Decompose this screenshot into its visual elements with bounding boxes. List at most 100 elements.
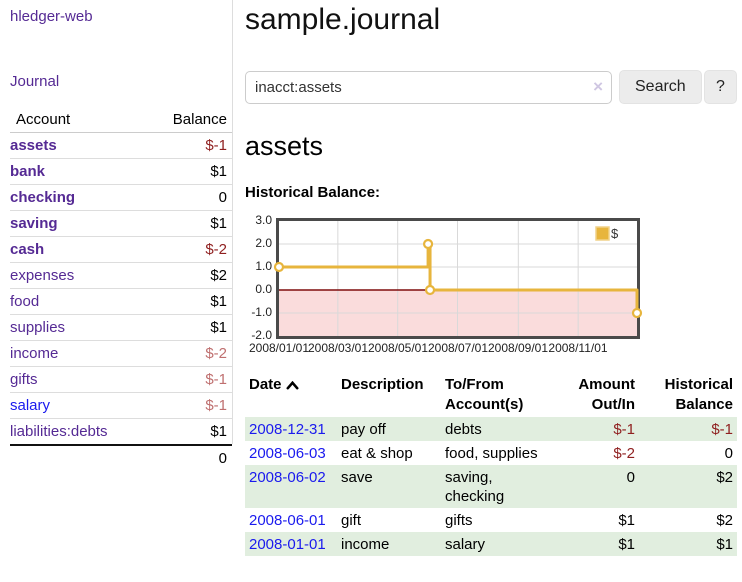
search-button[interactable]: Search bbox=[619, 70, 702, 104]
register-header-date[interactable]: Date bbox=[245, 373, 337, 417]
sidebar: hledger-web Journal Account Balance asse… bbox=[0, 0, 233, 471]
account-link-liabilities-debts[interactable]: liabilities:debts bbox=[10, 423, 108, 440]
transaction-accounts: food, supplies bbox=[445, 445, 538, 462]
account-balance: $2 bbox=[210, 267, 227, 284]
transaction-description: income bbox=[341, 536, 390, 553]
transaction-amount: $1 bbox=[618, 536, 635, 553]
account-link-supplies[interactable]: supplies bbox=[10, 319, 66, 336]
historical-balance-chart: 3.0 2.0 1.0 0.0 -1.0 -2.0 $ 2008/01/01 2008/03… bbox=[245, 210, 737, 360]
transaction-date-link[interactable]: 2008-06-03 bbox=[249, 445, 326, 462]
account-link-cash[interactable]: cash bbox=[10, 241, 45, 258]
transaction-accounts: gifts bbox=[445, 512, 473, 529]
y-tick-label: -2.0 bbox=[251, 328, 272, 342]
account-balance: $-1 bbox=[205, 397, 227, 414]
sidebar-nav: Journal bbox=[10, 72, 232, 92]
transaction-date-link[interactable]: 2008-12-31 bbox=[249, 421, 326, 438]
transaction-date-link[interactable]: 2008-06-01 bbox=[249, 512, 326, 529]
chart-title: Historical Balance: bbox=[245, 184, 381, 201]
clear-search-icon[interactable]: × bbox=[593, 76, 603, 96]
transaction-accounts: debts bbox=[445, 421, 482, 438]
account-row: saving $1 bbox=[10, 211, 232, 237]
account-row: gifts $-1 bbox=[10, 367, 232, 393]
transaction-date-link[interactable]: 2008-01-01 bbox=[249, 536, 326, 553]
y-tick-label: 2.0 bbox=[255, 236, 272, 250]
account-row: salary $-1 bbox=[10, 393, 232, 419]
register-row: 2008-06-01 gift gifts $1 $2 bbox=[245, 508, 737, 532]
transaction-description: gift bbox=[341, 512, 362, 529]
account-link-assets[interactable]: assets bbox=[10, 137, 57, 154]
account-link-salary[interactable]: salary bbox=[10, 397, 51, 414]
account-balance: $-2 bbox=[205, 241, 227, 258]
transaction-accounts: saving, checking bbox=[445, 469, 505, 505]
register-table: Date Description To/From Account(s) Amou… bbox=[245, 373, 737, 556]
account-balance: $1 bbox=[210, 293, 227, 310]
account-row: supplies $1 bbox=[10, 315, 232, 341]
x-tick-label: 2008/01/01 bbox=[248, 341, 310, 355]
account-row: food $1 bbox=[10, 289, 232, 315]
transaction-date-link[interactable]: 2008-06-02 bbox=[249, 469, 326, 486]
transaction-description: eat & shop bbox=[341, 445, 413, 462]
transaction-balance: $-1 bbox=[711, 421, 733, 438]
transaction-amount: $-2 bbox=[613, 445, 635, 462]
transaction-amount: 0 bbox=[626, 469, 635, 486]
register-header-row: Date Description To/From Account(s) Amou… bbox=[245, 373, 737, 417]
transaction-balance: $1 bbox=[716, 536, 733, 553]
app-brand: hledger-web bbox=[10, 7, 232, 27]
register-row: 2008-06-02 save saving, checking 0 $2 bbox=[245, 465, 737, 508]
account-link-income[interactable]: income bbox=[10, 345, 59, 362]
transaction-description: pay off bbox=[341, 421, 386, 438]
register-header-accounts: To/From Account(s) bbox=[445, 376, 524, 413]
account-row: checking 0 bbox=[10, 185, 232, 211]
accounts-total-row: 0 bbox=[10, 444, 232, 471]
account-row: expenses $2 bbox=[10, 263, 232, 289]
account-row: bank $1 bbox=[10, 159, 232, 185]
register-header-balance: Historical Balance bbox=[664, 376, 733, 413]
account-link-bank[interactable]: bank bbox=[10, 163, 46, 180]
x-tick-label: 2008/11/01 bbox=[548, 341, 608, 355]
y-tick-label: 1.0 bbox=[255, 259, 272, 273]
account-row: liabilities:debts $1 bbox=[10, 419, 232, 446]
account-link-food[interactable]: food bbox=[10, 293, 40, 310]
x-tick-label: 2008/07/01 bbox=[427, 341, 489, 355]
account-heading: assets bbox=[245, 131, 324, 161]
account-balance: $1 bbox=[210, 319, 227, 336]
account-link-checking[interactable]: checking bbox=[10, 189, 76, 206]
account-link-saving[interactable]: saving bbox=[10, 215, 58, 232]
y-tick-label: -1.0 bbox=[251, 305, 272, 319]
register-row: 2008-12-31 pay off debts $-1 $-1 bbox=[245, 417, 737, 441]
x-tick-label: 2008/09/01 bbox=[487, 341, 549, 355]
account-balance: $-1 bbox=[205, 137, 227, 154]
register-row: 2008-01-01 income salary $1 $1 bbox=[245, 532, 737, 556]
svg-text:$: $ bbox=[611, 226, 619, 241]
help-button[interactable]: ? bbox=[704, 70, 737, 104]
account-link-expenses[interactable]: expenses bbox=[10, 267, 75, 284]
transaction-balance: 0 bbox=[724, 445, 733, 462]
search-input[interactable] bbox=[245, 70, 612, 104]
account-row: cash $-2 bbox=[10, 237, 232, 263]
brand-link[interactable]: hledger-web bbox=[10, 8, 93, 25]
accounts-total: 0 bbox=[145, 444, 232, 471]
transaction-amount: $-1 bbox=[613, 421, 635, 438]
register-header-description: Description bbox=[341, 376, 424, 393]
account-row: income $-2 bbox=[10, 341, 232, 367]
account-balance: $1 bbox=[210, 215, 227, 232]
sort-ascending-icon bbox=[286, 376, 299, 396]
account-balance: $-1 bbox=[205, 371, 227, 388]
account-row: assets $-1 bbox=[10, 133, 232, 159]
chart-plot-area: $ bbox=[273, 218, 643, 339]
search-bar: × Search ? bbox=[245, 70, 737, 104]
accounts-table-header: Account Balance bbox=[10, 107, 232, 133]
accounts-table: Account Balance assets $-1 bank $1 check… bbox=[10, 107, 232, 471]
x-tick-label: 2008/03/01 bbox=[307, 341, 369, 355]
transaction-balance: $2 bbox=[716, 469, 733, 486]
page-title: sample.journal bbox=[245, 3, 441, 36]
account-balance: $1 bbox=[210, 423, 227, 440]
balance-column-header: Balance bbox=[145, 107, 232, 133]
sidebar-item-journal[interactable]: Journal bbox=[10, 73, 60, 90]
account-link-gifts[interactable]: gifts bbox=[10, 371, 38, 388]
account-column-header: Account bbox=[10, 107, 146, 133]
register-row: 2008-06-03 eat & shop food, supplies $-2… bbox=[245, 441, 737, 465]
transaction-description: save bbox=[341, 469, 373, 486]
register-header-amount: Amount Out/In bbox=[578, 376, 635, 413]
main-content: sample.journal × Search ? assets Histori… bbox=[245, 0, 737, 556]
